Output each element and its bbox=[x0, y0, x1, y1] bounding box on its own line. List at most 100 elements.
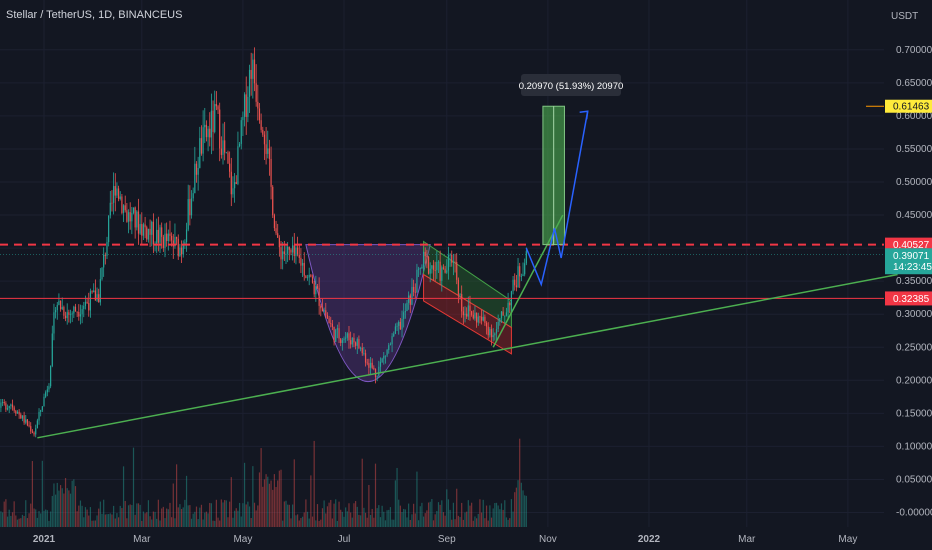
candle-down bbox=[471, 311, 473, 315]
candle-down bbox=[320, 305, 322, 309]
volume-bar bbox=[485, 505, 488, 527]
volume-bar bbox=[224, 500, 226, 527]
volume-bar bbox=[287, 504, 289, 527]
candle-up bbox=[210, 110, 213, 138]
candle-down bbox=[74, 306, 77, 312]
time-axis[interactable]: 2021 Mar May Jul Sep Nov 2022 Mar May bbox=[33, 534, 857, 545]
volume-bar bbox=[83, 517, 85, 527]
volume-bar bbox=[341, 511, 343, 527]
candle-up bbox=[323, 310, 325, 312]
volume-bar bbox=[144, 513, 146, 527]
volume-bar bbox=[437, 502, 440, 527]
candle-up bbox=[41, 406, 43, 411]
volume-bar bbox=[462, 519, 464, 527]
chart-title: Stellar / TetherUS, 1D, BINANCEUS bbox=[6, 9, 183, 21]
volume-bar bbox=[283, 501, 285, 527]
volume-bar bbox=[74, 486, 77, 527]
volume-bar bbox=[414, 513, 416, 527]
candle-down bbox=[215, 104, 217, 107]
volume-bar bbox=[197, 519, 199, 527]
volume-bar bbox=[336, 520, 338, 527]
candle-down bbox=[11, 404, 14, 408]
candle-down bbox=[262, 129, 264, 135]
volume-bar bbox=[33, 508, 35, 527]
volume-bar bbox=[164, 518, 166, 527]
volume-bar bbox=[479, 499, 481, 527]
candle-down bbox=[149, 228, 151, 235]
candle-up bbox=[292, 245, 294, 253]
candle-up bbox=[225, 152, 227, 154]
candle-up bbox=[207, 128, 209, 138]
volume-bar bbox=[258, 472, 261, 527]
volume-bar bbox=[161, 508, 163, 527]
support-price-badge: 0.32385 bbox=[885, 291, 932, 306]
candle-up bbox=[393, 333, 395, 337]
volume-bar bbox=[326, 506, 329, 527]
candle-up bbox=[101, 267, 103, 280]
candle-up bbox=[204, 124, 206, 128]
candle-down bbox=[88, 303, 90, 311]
volume-bar bbox=[422, 516, 425, 527]
volume-bar bbox=[151, 519, 153, 527]
candle-down bbox=[121, 196, 123, 213]
volume-bar bbox=[270, 480, 272, 527]
volume-bar bbox=[10, 515, 12, 527]
volume-bar bbox=[28, 513, 30, 527]
volume-bar bbox=[154, 511, 156, 527]
candle-down bbox=[479, 316, 481, 318]
candle-up bbox=[56, 305, 58, 311]
candle-down bbox=[270, 158, 272, 187]
volume-bar bbox=[389, 507, 392, 527]
currency-label: USDT bbox=[891, 11, 918, 22]
candle-up bbox=[315, 286, 317, 295]
candle-up bbox=[452, 261, 455, 263]
volume-bar bbox=[48, 520, 50, 527]
volume-bar bbox=[469, 505, 471, 527]
y-tick-label: -0.00000 bbox=[896, 508, 932, 519]
candle-down bbox=[519, 266, 521, 277]
candle-up bbox=[238, 143, 241, 147]
candle-down bbox=[451, 254, 453, 263]
volume-bar bbox=[482, 499, 484, 527]
volume-bar bbox=[214, 520, 216, 527]
volume-bar bbox=[248, 506, 251, 527]
candle-up bbox=[248, 69, 251, 97]
volume-bar bbox=[81, 505, 83, 527]
volume-bar bbox=[46, 510, 48, 527]
measure-label: 0.20970 (51.93%) 20970 bbox=[519, 81, 624, 92]
candle-up bbox=[295, 247, 297, 256]
volume-bar bbox=[474, 516, 476, 527]
volume-bar bbox=[436, 510, 438, 527]
candle-down bbox=[434, 269, 436, 271]
candle-down bbox=[217, 106, 219, 110]
candle-down bbox=[364, 353, 367, 363]
price-axis[interactable]: 0.70000 0.65000 0.60000 0.55000 0.50000 0.450… bbox=[885, 11, 932, 519]
volume-bar bbox=[358, 514, 360, 527]
candle-down bbox=[444, 268, 446, 273]
volume-bar bbox=[11, 512, 14, 527]
volume-bar bbox=[449, 509, 451, 527]
volume-bar bbox=[260, 448, 262, 527]
candle-up bbox=[494, 333, 496, 336]
volume-bar bbox=[222, 502, 224, 527]
candle-down bbox=[33, 432, 35, 435]
volume-bar bbox=[182, 507, 184, 527]
x-tick-label: Jul bbox=[338, 534, 351, 545]
volume-bar bbox=[487, 520, 489, 527]
candle-up bbox=[93, 290, 95, 293]
volume-bar bbox=[524, 495, 526, 527]
volume-bar bbox=[124, 500, 126, 527]
volume-bar bbox=[207, 513, 209, 527]
candle-up bbox=[222, 140, 224, 155]
volume-bar bbox=[26, 518, 29, 527]
volume-bar bbox=[296, 514, 299, 527]
candle-down bbox=[263, 134, 266, 145]
candle-down bbox=[177, 238, 179, 257]
volume-bar bbox=[167, 509, 169, 527]
candle-down bbox=[219, 109, 221, 149]
volume-bar bbox=[348, 503, 350, 527]
drawing-overlays: 0.20970 (51.93%) 20970 bbox=[0, 74, 898, 439]
volume-bar bbox=[232, 517, 234, 527]
